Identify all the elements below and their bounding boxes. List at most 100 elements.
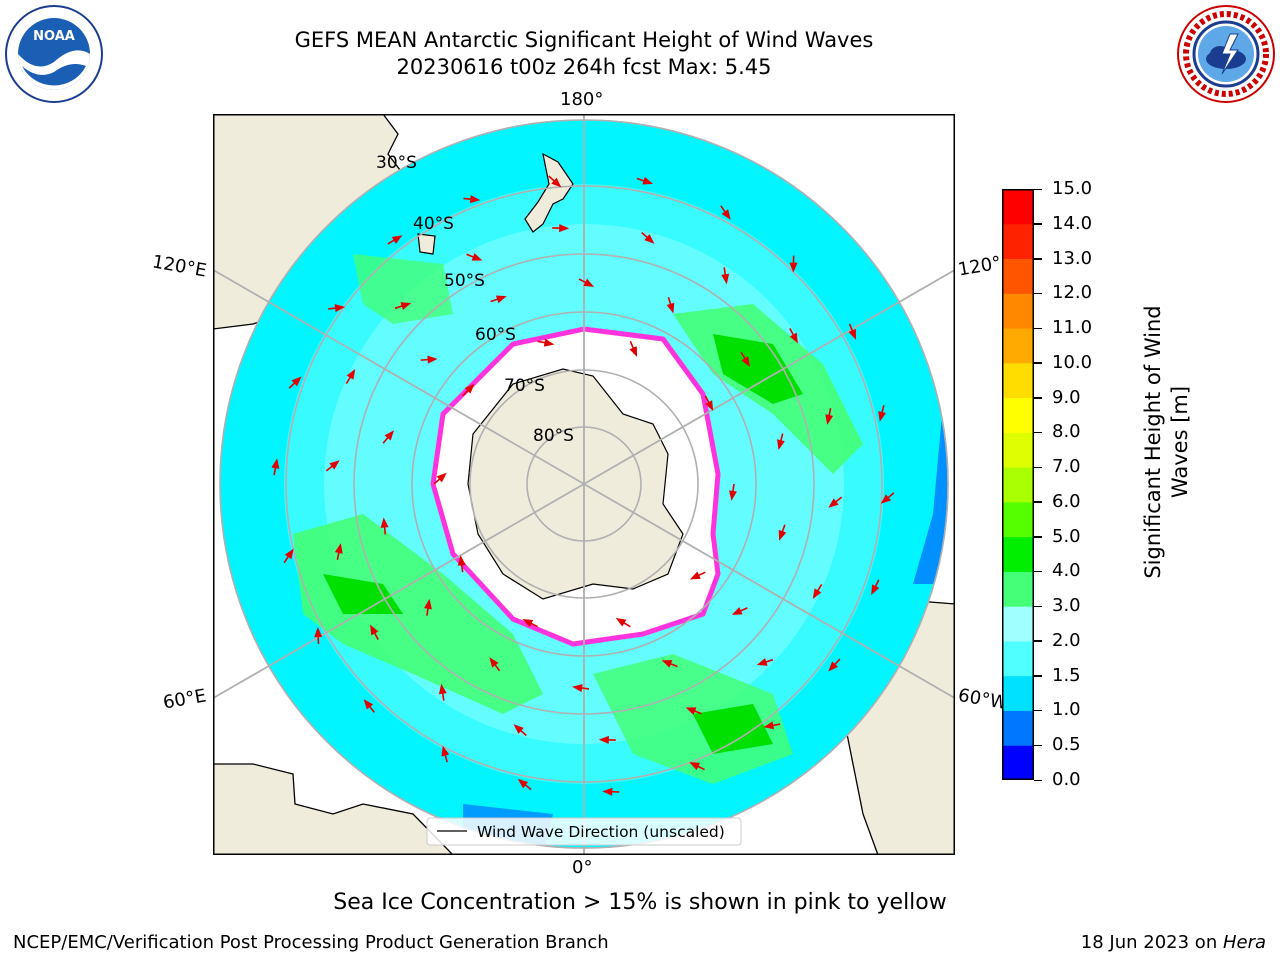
colorbar-tick-mark: [1034, 709, 1042, 712]
wave-direction-arrow: [490, 295, 507, 304]
land-africa: [213, 763, 454, 855]
map-panel: 30°S 40°S 50°S 60°S 70°S 80°S Wind Wave …: [213, 114, 955, 855]
wave-direction-arrow: [283, 548, 294, 564]
colorbar-segment: [1002, 362, 1034, 399]
colorbar-tick-label: 4.0: [1052, 560, 1081, 582]
footer-machine: Hera: [1222, 932, 1266, 953]
wave-direction-arrow: [513, 724, 527, 737]
colorbar-tick-label: 8.0: [1052, 421, 1081, 443]
wave-direction-arrow: [433, 472, 447, 485]
wave-direction-arrow: [466, 253, 483, 261]
wave-direction-arrow: [363, 699, 375, 713]
wave-direction-arrow: [704, 395, 714, 411]
wave-direction-arrow: [740, 351, 750, 367]
lat-label-30s: 30°S: [376, 153, 417, 173]
wave-direction-arrow: [438, 683, 447, 701]
wave-direction-arrow: [778, 524, 787, 541]
wave-direction-arrow: [537, 338, 555, 347]
wave-direction-arrow: [602, 787, 620, 796]
colorbar-segment: [1002, 189, 1034, 225]
colorbar-segment: [1002, 571, 1034, 607]
meridian-line: [213, 268, 955, 700]
lon-label-upper-left: 120°E: [150, 251, 209, 282]
wave-direction-arrow: [489, 657, 501, 672]
wave-direction-arrow: [441, 745, 450, 763]
colorbar-tick-mark: [1034, 188, 1042, 190]
colorbar-segment: [1002, 501, 1034, 538]
lat-label-40s: 40°S: [413, 214, 454, 234]
sea-ice-note: Sea Ice Concentration > 15% is shown in …: [333, 890, 947, 915]
colorbar-tick-mark: [1034, 431, 1042, 434]
wave-direction-arrow: [423, 598, 432, 616]
nws-logo-icon: [1176, 4, 1276, 104]
wave-direction-arrow: [689, 571, 706, 580]
wave-direction-arrow: [825, 408, 834, 425]
wave-direction-arrow: [880, 492, 895, 504]
wave-direction-arrow: [828, 658, 841, 672]
colorbar-tick-mark: [1034, 327, 1042, 330]
chart-title: GEFS MEAN Antarctic Significant Height o…: [294, 28, 874, 52]
colorbar-segment: [1002, 397, 1034, 433]
lon-label-upper-right: 120°: [956, 252, 1003, 281]
colorbar-tick-label: 1.0: [1052, 699, 1081, 721]
colorbar-tick-label: 14.0: [1052, 212, 1093, 234]
colorbar-tick-mark: [1034, 779, 1042, 781]
wave-direction-arrow: [370, 624, 379, 640]
colorbar-tick-label: 1.5: [1052, 664, 1081, 686]
colorbar-segment: [1002, 223, 1034, 260]
colorbar-tick-label: 0.5: [1052, 734, 1081, 756]
colorbar-tick-mark: [1034, 501, 1042, 503]
colorbar-tick-mark: [1034, 744, 1042, 747]
footer-date-text: 18 Jun 2023 on: [1080, 932, 1223, 953]
colorbar-label: Significant Height of Wind Waves [m]: [1065, 305, 1280, 582]
wave-direction-arrow: [848, 323, 857, 340]
colorbar-tick-label: 0.0: [1052, 769, 1081, 790]
wave-direction-arrow: [328, 304, 346, 313]
wave-direction-arrow: [598, 735, 616, 744]
polar-map: 30°S 40°S 50°S 60°S 70°S 80°S Wind Wave …: [213, 114, 955, 855]
colorbar-tick-label: 15.0: [1052, 178, 1093, 199]
legend-label: Wind Wave Direction (unscaled): [477, 823, 725, 841]
wave-direction-arrow: [721, 267, 730, 285]
colorbar-tick-label: 13.0: [1052, 247, 1093, 269]
wave-direction-arrow: [666, 296, 675, 314]
wave-direction-arrow: [720, 205, 731, 220]
wave-direction-arrow: [685, 707, 702, 715]
colorbar-segment: [1002, 432, 1034, 468]
colorbar-label-line1: Significant Height of Wind: [1141, 305, 1165, 579]
wave-direction-arrow: [731, 607, 748, 615]
wave-direction-arrow: [636, 176, 654, 185]
colorbar-tick-label: 11.0: [1052, 317, 1093, 339]
colorbar-tick-label: 7.0: [1052, 456, 1081, 478]
colorbar-tick-mark: [1034, 397, 1042, 399]
wave-direction-arrow: [548, 175, 562, 188]
footer-date: 18 Jun 2023 on Hera: [1081, 932, 1266, 953]
colorbar-tick-mark: [1034, 605, 1042, 608]
wave-direction-arrow: [380, 517, 389, 535]
colorbar-tick-mark: [1034, 675, 1042, 677]
colorbar-tick-label: 6.0: [1052, 490, 1081, 512]
wave-direction-arrow: [812, 584, 823, 599]
lon-label-bottom: 0°: [572, 857, 593, 878]
wave-direction-arrow: [728, 483, 737, 501]
wave-direction-arrow: [420, 355, 438, 364]
wave-direction-arrow: [572, 684, 590, 693]
lat-label-80s: 80°S: [533, 426, 574, 446]
colorbar-tick-label: 3.0: [1052, 595, 1081, 617]
wave-direction-arrow: [288, 376, 302, 389]
colorbar-segment: [1002, 606, 1034, 642]
colorbar-segment: [1002, 536, 1034, 572]
wave-direction-arrow: [271, 458, 280, 476]
lon-label-lower-left: 60°E: [161, 685, 208, 714]
lat-label-60s: 60°S: [475, 325, 516, 345]
colorbar-segment: [1002, 710, 1034, 746]
wave-direction-arrow: [789, 255, 798, 273]
land-new-zealand: [524, 152, 574, 233]
wave-direction-arrow: [345, 369, 356, 384]
wave-direction-arrow: [763, 721, 781, 730]
colorbar-tick-mark: [1034, 570, 1042, 573]
colorbar-segment: [1002, 328, 1034, 364]
wave-direction-arrow: [615, 617, 631, 628]
colorbar-tick-label: 10.0: [1052, 351, 1093, 373]
wave-direction-arrow: [522, 619, 539, 628]
